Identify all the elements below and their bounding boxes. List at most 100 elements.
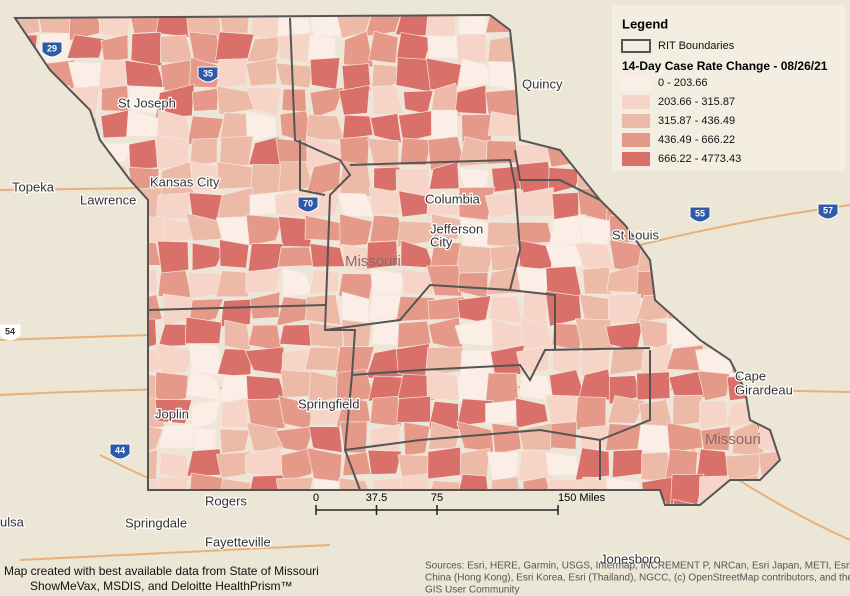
place-labels: St Joseph Kansas City Topeka Lawrence Columb… (0, 75, 794, 568)
county-area (245, 57, 278, 87)
county-area (666, 422, 704, 453)
county-area (157, 240, 189, 275)
place-label: Kansas City (150, 174, 220, 189)
county-area (673, 498, 701, 505)
county-area (636, 371, 671, 401)
county-area (457, 295, 492, 324)
legend-label: 666.22 - 4773.43 (658, 153, 741, 165)
legend-label: 0 - 203.66 (658, 77, 708, 89)
shield (689, 206, 711, 223)
county-area (342, 114, 374, 140)
legend-swatch (622, 133, 650, 147)
county-area (249, 164, 284, 197)
county-area (280, 446, 315, 483)
county-area (215, 31, 255, 61)
county-area (364, 15, 404, 37)
shield-label: 70 (303, 198, 313, 208)
scale-label: 37.5 (366, 492, 387, 504)
county-area (574, 396, 607, 431)
place-label: Rogers (205, 493, 247, 508)
scale-label: 75 (431, 492, 443, 504)
county-area (276, 296, 311, 327)
county-area (309, 270, 339, 295)
place-label: Girardeau (735, 382, 793, 397)
county-area (279, 324, 316, 347)
county-area (245, 422, 285, 452)
county-area (215, 270, 249, 298)
sources-line: China (Hong Kong), Esri Korea, Esri (Tha… (425, 573, 850, 584)
legend: Legend RIT Boundaries 14-Day Case Rate C… (612, 5, 846, 171)
legend-subtitle: 14-Day Case Rate Change - 08/26/21 (622, 59, 828, 73)
county-area (370, 63, 403, 94)
rit-boundaries (147, 17, 651, 491)
place-label: Joplin (155, 406, 189, 421)
county-area (609, 346, 645, 376)
place-label: Columbia (425, 191, 481, 206)
legend-label: 315.87 - 436.49 (658, 115, 735, 127)
county-area (455, 245, 495, 275)
county-area (191, 242, 226, 271)
county-area (672, 394, 703, 426)
place-label: Topeka (12, 179, 55, 194)
county-area (431, 213, 466, 245)
place-label: Jefferson (430, 221, 483, 236)
county-area (219, 135, 254, 166)
county-area (338, 84, 370, 116)
county-area (544, 243, 582, 271)
county-area (700, 426, 732, 451)
county-area (367, 449, 402, 475)
county-area (154, 371, 189, 405)
county-area (245, 110, 277, 144)
county-area (370, 113, 402, 144)
place-label: Fayetteville (205, 534, 271, 549)
county-area (185, 212, 225, 242)
county-area (309, 57, 341, 90)
county-area (607, 395, 646, 424)
county-area (157, 323, 189, 348)
county-area (517, 239, 552, 272)
legend-title: Legend (622, 16, 668, 31)
county-area (486, 451, 519, 484)
shield-label: 54 (5, 326, 15, 336)
county-area (368, 30, 399, 64)
county-area (184, 316, 223, 345)
place-label: Missouri (345, 253, 401, 270)
place-label: Missouri (705, 431, 761, 448)
county-area (307, 35, 337, 62)
county-area (607, 293, 642, 324)
shield (297, 196, 319, 213)
county-area (155, 83, 195, 119)
place-label: St Joseph (118, 95, 176, 110)
shield-label: 55 (695, 208, 705, 218)
county-area (155, 342, 195, 377)
county-area (491, 422, 522, 455)
shield-label: 44 (115, 445, 125, 455)
credits-line: Map created with best available data fro… (4, 564, 319, 578)
county-area (403, 421, 431, 457)
county-area (396, 395, 431, 423)
county-area (400, 268, 435, 295)
county-area (219, 428, 250, 454)
county-area (397, 320, 432, 349)
county-area (454, 84, 487, 115)
county-area (342, 451, 372, 477)
county-area (217, 58, 248, 89)
shield (41, 41, 63, 58)
county-area (456, 33, 487, 66)
county-area (697, 370, 730, 401)
place-label: City (430, 234, 453, 249)
county-area (395, 167, 430, 197)
county-area (550, 421, 578, 450)
legend-swatch (622, 152, 650, 166)
county-area (611, 449, 644, 478)
county-area (696, 448, 730, 479)
place-label: Springdale (125, 515, 187, 530)
sources-line: GIS User Community (425, 585, 519, 596)
county-area (341, 63, 372, 91)
legend-box (612, 5, 846, 171)
county-area (224, 319, 252, 352)
county-area (366, 240, 399, 270)
boundary-label: RIT Boundaries (658, 40, 735, 52)
credits-line: ShowMeVax, MSDIS, and Deloitte HealthPri… (30, 579, 293, 593)
